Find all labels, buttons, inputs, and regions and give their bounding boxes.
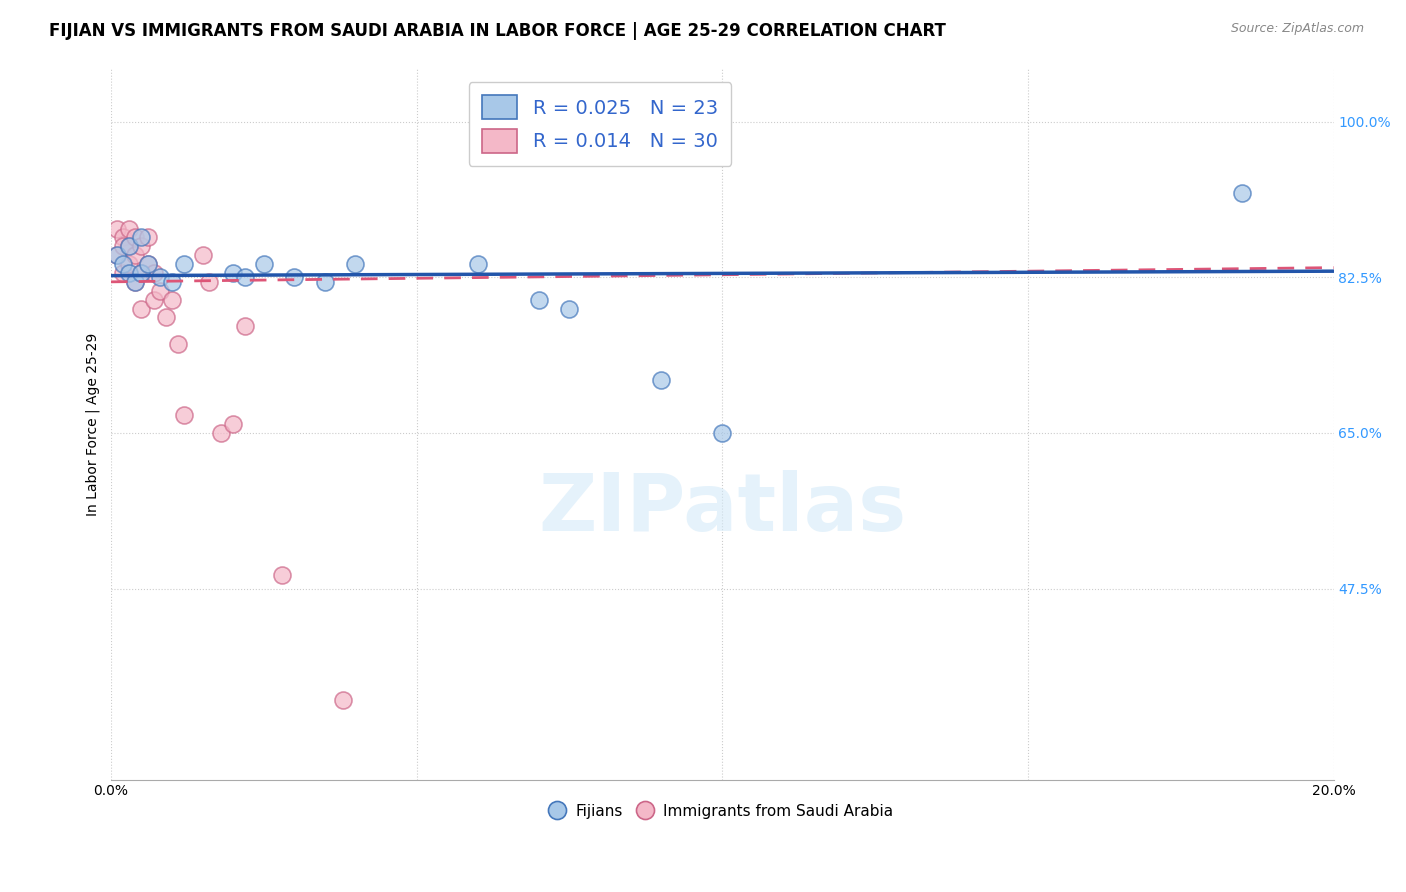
Point: [131, 266, 153, 280]
Point: [283, 270, 305, 285]
Point: [271, 568, 294, 582]
Point: [314, 275, 336, 289]
Point: [112, 266, 135, 280]
Point: [112, 230, 135, 244]
Point: [155, 310, 177, 325]
Point: [558, 301, 581, 316]
Point: [105, 248, 128, 262]
Point: [253, 257, 276, 271]
Point: [160, 293, 183, 307]
Text: Source: ZipAtlas.com: Source: ZipAtlas.com: [1230, 22, 1364, 36]
Point: [167, 337, 190, 351]
Point: [650, 373, 672, 387]
Point: [222, 266, 245, 280]
Point: [112, 239, 135, 253]
Point: [118, 239, 141, 253]
Point: [136, 257, 159, 271]
Text: FIJIAN VS IMMIGRANTS FROM SAUDI ARABIA IN LABOR FORCE | AGE 25-29 CORRELATION CH: FIJIAN VS IMMIGRANTS FROM SAUDI ARABIA I…: [49, 22, 946, 40]
Point: [173, 257, 195, 271]
Point: [527, 293, 550, 307]
Y-axis label: In Labor Force | Age 25-29: In Labor Force | Age 25-29: [86, 333, 100, 516]
Point: [124, 275, 146, 289]
Point: [105, 221, 128, 235]
Point: [142, 266, 165, 280]
Point: [222, 417, 245, 431]
Point: [467, 257, 489, 271]
Point: [124, 248, 146, 262]
Point: [332, 692, 354, 706]
Point: [124, 275, 146, 289]
Point: [105, 248, 128, 262]
Point: [235, 270, 257, 285]
Point: [112, 257, 135, 271]
Text: ZIPatlas: ZIPatlas: [538, 470, 907, 549]
Point: [118, 221, 141, 235]
Point: [173, 408, 195, 422]
Point: [131, 230, 153, 244]
Point: [235, 319, 257, 334]
Point: [118, 257, 141, 271]
Point: [197, 275, 219, 289]
Point: [149, 270, 172, 285]
Point: [136, 257, 159, 271]
Point: [131, 239, 153, 253]
Point: [142, 293, 165, 307]
Point: [191, 248, 214, 262]
Legend: Fijians, Immigrants from Saudi Arabia: Fijians, Immigrants from Saudi Arabia: [546, 797, 900, 825]
Point: [160, 275, 183, 289]
Point: [118, 239, 141, 253]
Point: [149, 284, 172, 298]
Point: [131, 266, 153, 280]
Point: [124, 230, 146, 244]
Point: [131, 301, 153, 316]
Point: [1230, 186, 1253, 200]
Point: [118, 266, 141, 280]
Point: [209, 425, 232, 440]
Point: [136, 230, 159, 244]
Point: [711, 425, 734, 440]
Point: [344, 257, 367, 271]
